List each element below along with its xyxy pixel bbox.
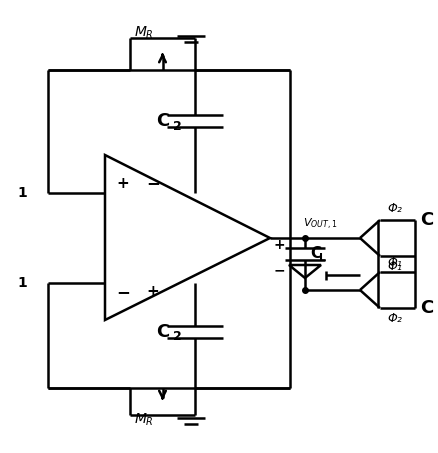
Text: Φ₂: Φ₂ — [388, 202, 403, 215]
Text: Φ₂: Φ₂ — [388, 312, 403, 324]
Text: C: C — [420, 299, 434, 317]
Text: −: − — [116, 283, 130, 301]
Text: $V_{OUT,1}$: $V_{OUT,1}$ — [303, 217, 337, 231]
Text: 1: 1 — [17, 186, 27, 200]
Text: −: − — [273, 263, 285, 277]
Text: Φ₁: Φ₁ — [388, 260, 403, 273]
Text: C: C — [156, 323, 170, 341]
Text: +: + — [273, 238, 285, 252]
Text: Φ₁: Φ₁ — [388, 255, 403, 269]
Text: −: − — [146, 174, 160, 192]
Text: +: + — [117, 175, 129, 191]
Text: $M_R$: $M_R$ — [134, 25, 154, 41]
Text: L: L — [318, 253, 325, 263]
Text: $M_R$: $M_R$ — [134, 412, 154, 428]
Text: C: C — [420, 211, 434, 229]
Text: 1: 1 — [17, 276, 27, 290]
Text: C: C — [156, 112, 170, 130]
Text: C: C — [310, 246, 321, 261]
Text: 2: 2 — [173, 331, 181, 343]
Text: 2: 2 — [173, 120, 181, 132]
Text: +: + — [147, 284, 159, 299]
